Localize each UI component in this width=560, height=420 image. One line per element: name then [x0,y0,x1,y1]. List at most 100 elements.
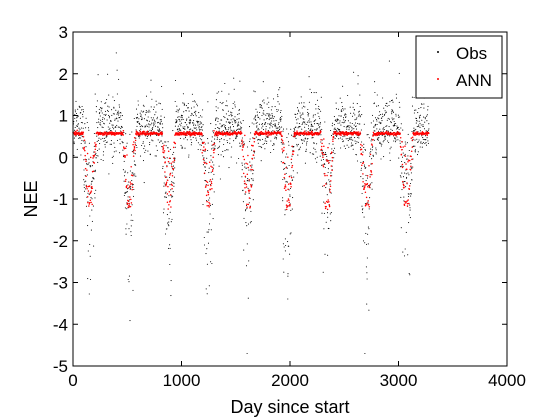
obs-point [343,119,345,121]
ann-point [281,148,283,150]
obs-point [158,128,160,130]
obs-point [192,129,194,131]
obs-point [96,140,98,142]
ann-point [114,134,116,137]
obs-point [195,137,197,139]
obs-point [393,118,395,120]
obs-point [185,119,188,121]
obs-point [328,190,331,192]
obs-point [202,203,204,206]
obs-point [341,138,343,140]
ann-point [323,153,326,156]
obs-point [275,120,277,122]
x-tick-label: 4000 [488,371,526,390]
obs-point [395,93,397,95]
obs-point [382,141,384,143]
obs-point [271,126,274,128]
obs-point [77,124,79,126]
obs-point [309,118,311,120]
obs-point [364,166,366,168]
obs-point [351,127,353,129]
obs-point [92,205,94,207]
ann-point [326,160,328,162]
obs-point [256,121,258,123]
obs-point [339,129,341,131]
obs-point [320,134,322,136]
ann-point [84,158,87,161]
obs-point [128,199,131,201]
obs-point [73,137,75,139]
ann-point [211,170,214,173]
obs-point [108,106,110,108]
obs-point [106,98,108,101]
obs-point [224,127,227,129]
obs-point [118,112,120,114]
obs-point [335,128,337,131]
obs-point [324,121,326,123]
obs-point [156,104,158,106]
ann-point [208,206,210,208]
obs-point [345,126,347,128]
obs-point [426,120,428,122]
obs-point [258,123,260,125]
obs-point [336,135,338,137]
obs-point [112,96,114,98]
obs-point [331,122,334,124]
obs-point [321,212,323,214]
ann-point [248,191,250,193]
obs-point [132,219,134,221]
obs-point [155,145,157,147]
obs-point [182,118,184,120]
ann-point [170,183,173,185]
obs-point [106,109,109,111]
obs-point [111,124,113,126]
obs-point [285,180,287,182]
obs-point [312,125,314,128]
obs-point [81,136,83,138]
obs-point [104,139,106,142]
ann-point [241,149,244,151]
ann-point [202,158,205,160]
obs-point [171,218,173,220]
obs-point [324,152,327,154]
obs-point [100,124,102,126]
obs-point [299,146,301,148]
obs-point [405,177,408,179]
obs-point [199,135,201,137]
obs-point [154,155,156,157]
obs-point [351,115,354,117]
obs-point [396,136,398,138]
obs-point [297,118,299,120]
ann-point [332,138,334,140]
obs-point [190,139,192,141]
obs-point [108,94,110,96]
obs-point [139,155,142,157]
obs-point [112,162,114,164]
obs-point [174,125,176,127]
obs-point [324,253,326,255]
ann-point [304,130,306,133]
obs-point [275,137,277,139]
obs-point [146,124,148,126]
ann-point [408,202,410,205]
x-tick-label: 3000 [380,371,418,390]
obs-point [230,129,232,131]
obs-point [172,130,174,132]
obs-point [413,96,415,99]
ann-point [395,134,397,137]
obs-point [269,117,271,119]
obs-point [411,96,413,98]
obs-point [427,142,429,144]
obs-point [88,162,90,164]
obs-point [352,102,354,104]
obs-point [321,139,323,141]
obs-point [335,120,337,123]
obs-point [402,182,404,184]
obs-point [280,120,282,122]
ann-point [125,178,127,181]
obs-point [149,141,151,144]
ann-point [203,172,206,174]
obs-point [97,155,99,157]
obs-point [94,169,97,171]
obs-point [272,98,275,100]
